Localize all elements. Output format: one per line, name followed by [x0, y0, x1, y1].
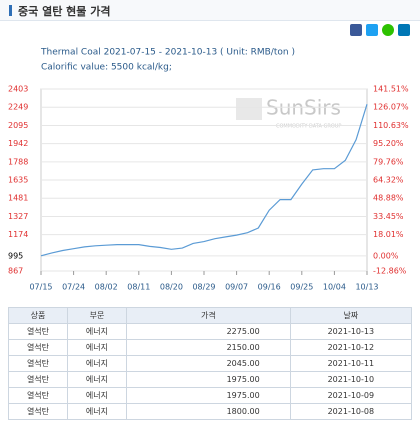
header-title: 중국 열탄 현물 가격	[18, 5, 111, 18]
wechat-icon[interactable]	[382, 24, 394, 36]
table-cell: 2021-10-10	[289, 371, 413, 388]
y-tick-label: 1327	[8, 212, 28, 221]
table-cell: 2021-10-12	[289, 339, 413, 356]
y2-tick-label: 64.32%	[373, 176, 404, 185]
y-tick-label: 2249	[8, 103, 28, 112]
y-tick-label: 1174	[8, 230, 28, 239]
y2-tick-label: 141.51%	[373, 85, 409, 94]
table-cell: 열석탄	[8, 339, 68, 356]
column-header: 상품	[8, 307, 68, 324]
y2-tick-label: 0.00%	[373, 251, 399, 260]
y2-tick-label: 110.63%	[373, 121, 409, 130]
table-row: 열석탄 에너지 1975.00 2021-10-10	[8, 371, 413, 388]
table-cell: 에너지	[66, 355, 127, 372]
table-cell: 2150.00	[125, 339, 291, 356]
table-cell: 열석탄	[8, 323, 68, 340]
y2-tick-label: 79.76%	[373, 157, 404, 166]
watermark-logo	[236, 98, 262, 120]
y-tick-label: 2095	[8, 121, 28, 130]
y2-tick-label: 18.01%	[373, 230, 404, 239]
chart: Thermal Coal 2021-07-15 - 2021-10-13 ( U…	[8, 48, 409, 292]
y-tick-label: 867	[8, 267, 23, 276]
y-tick-label: 995	[8, 251, 23, 260]
table-row: 열석탄 에너지 2045.00 2021-10-11	[8, 355, 413, 372]
y2-tick-label: 126.07%	[373, 103, 409, 112]
y-tick-label: 1942	[8, 139, 28, 148]
y2-tick-label: 48.88%	[373, 194, 404, 203]
x-tick-label: 07/15	[29, 283, 52, 292]
table-cell: 에너지	[66, 339, 127, 356]
table-cell: 에너지	[66, 323, 127, 340]
facebook-icon[interactable]	[350, 24, 362, 36]
table-cell: 에너지	[66, 387, 127, 404]
y-tick-label: 1481	[8, 194, 28, 203]
table-cell: 1975.00	[125, 371, 291, 388]
x-tick-label: 08/11	[127, 283, 150, 292]
price-table: 상품 부문 가격 날짜 열석탄 에너지 2275.00 2021-10-13 열석탄 에너지 215…	[8, 307, 413, 420]
table-cell: 2021-10-11	[289, 355, 413, 372]
table-cell: 1975.00	[125, 387, 291, 404]
y2-tick-label: 95.20%	[373, 139, 404, 148]
table-cell: 에너지	[66, 403, 127, 420]
x-tick-label: 10/04	[323, 283, 346, 292]
x-tick-label: 09/25	[290, 283, 313, 292]
header: 중국 열탄 현물 가격	[0, 0, 420, 21]
chart-title: Thermal Coal 2021-07-15 - 2021-10-13 ( U…	[40, 48, 295, 58]
table-cell: 열석탄	[8, 387, 68, 404]
table-row: 열석탄 에너지 2150.00 2021-10-12	[8, 339, 413, 356]
x-tick-label: 09/16	[258, 283, 281, 292]
column-header: 부문	[66, 307, 127, 324]
column-header: 날짜	[289, 307, 413, 324]
x-tick-label: 08/02	[95, 283, 118, 292]
x-tick-label: 10/13	[355, 283, 378, 292]
y2-tick-label: -12.86%	[373, 267, 407, 276]
table-cell: 열석탄	[8, 355, 68, 372]
y-tick-label: 2403	[8, 85, 28, 94]
x-tick-label: 08/20	[160, 283, 183, 292]
y-tick-label: 1635	[8, 176, 28, 185]
watermark-sub: COMMODITY DATA GROUP	[276, 124, 341, 130]
table-cell: 2021-10-08	[289, 403, 413, 420]
chart-subtitle: Calorific value: 5500 kcal/kg;	[41, 63, 172, 73]
table-cell: 2021-10-09	[289, 387, 413, 404]
y2-tick-label: 33.45%	[373, 212, 404, 221]
header-marker	[9, 5, 12, 16]
table-cell: 에너지	[66, 371, 127, 388]
table-row: 열석탄 에너지 2275.00 2021-10-13	[8, 323, 413, 340]
table-cell: 열석탄	[8, 403, 68, 420]
table-cell: 2021-10-13	[289, 323, 413, 340]
table-cell: 2045.00	[125, 355, 291, 372]
price-line	[40, 104, 368, 257]
y-tick-label: 1788	[8, 157, 28, 166]
twitter-icon[interactable]	[366, 24, 378, 36]
table-cell: 1800.00	[125, 403, 291, 420]
table-row: 열석탄 에너지 1975.00 2021-10-09	[8, 387, 413, 404]
x-tick-label: 07/24	[62, 283, 85, 292]
x-tick-label: 08/29	[192, 283, 215, 292]
table-cell: 열석탄	[8, 371, 68, 388]
linkedin-icon[interactable]	[398, 24, 410, 36]
x-tick-label: 09/07	[225, 283, 248, 292]
column-header: 가격	[125, 307, 291, 324]
table-row: 열석탄 에너지 1800.00 2021-10-08	[8, 403, 413, 420]
table-cell: 2275.00	[125, 323, 291, 340]
